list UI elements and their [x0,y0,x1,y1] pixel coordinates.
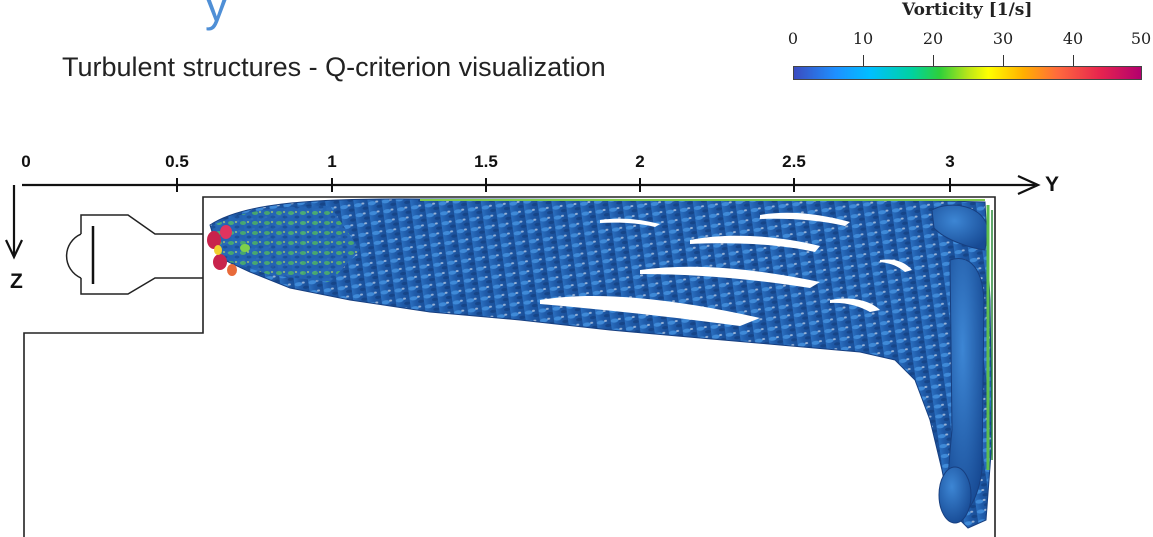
plume-gaps [540,212,912,326]
y-axis-tick-label: 0.5 [165,152,189,171]
title-fragment: y [205,0,228,31]
colorbar-tick: 0 [787,29,799,48]
y-axis-tick-label: 0 [21,152,31,171]
y-axis-arrowhead [1017,174,1041,196]
z-axis-name: Z [10,270,23,293]
colorbar-tick: 40 [1062,29,1084,48]
colorbar-tick: 30 [992,29,1014,48]
figure-subtitle: Turbulent structures - Q-criterion visua… [62,52,606,82]
y-axis-tick-label: 1 [327,152,337,171]
colorbar-tick: 10 [852,29,874,48]
nozzle-outline [65,214,203,295]
domain-boundary [23,196,996,537]
colorbar-title: Vorticity [1/s] [902,0,1033,20]
y-axis-tick-label: 3 [945,152,955,171]
colorbar-gradient [793,66,1142,80]
y-axis-tick-label: 1.5 [474,152,498,171]
y-axis-name: Y [1045,173,1060,196]
colorbar-notch [1073,55,1074,66]
nozzle-exit-vortices [207,225,250,276]
colorbar-notch [863,55,864,66]
colorbar-tick: 50 [1130,29,1152,48]
y-axis-ticks [176,178,951,192]
high-vorticity-region [212,206,360,282]
y-axis-tick-label: 2 [635,152,645,171]
y-axis-tick-label: 2.5 [782,152,806,171]
wall-jet [420,199,993,524]
colorbar-notch [933,55,934,66]
z-axis-arrowhead [5,239,23,260]
colorbar-notch [1003,55,1004,66]
colorbar-tick: 20 [922,29,944,48]
